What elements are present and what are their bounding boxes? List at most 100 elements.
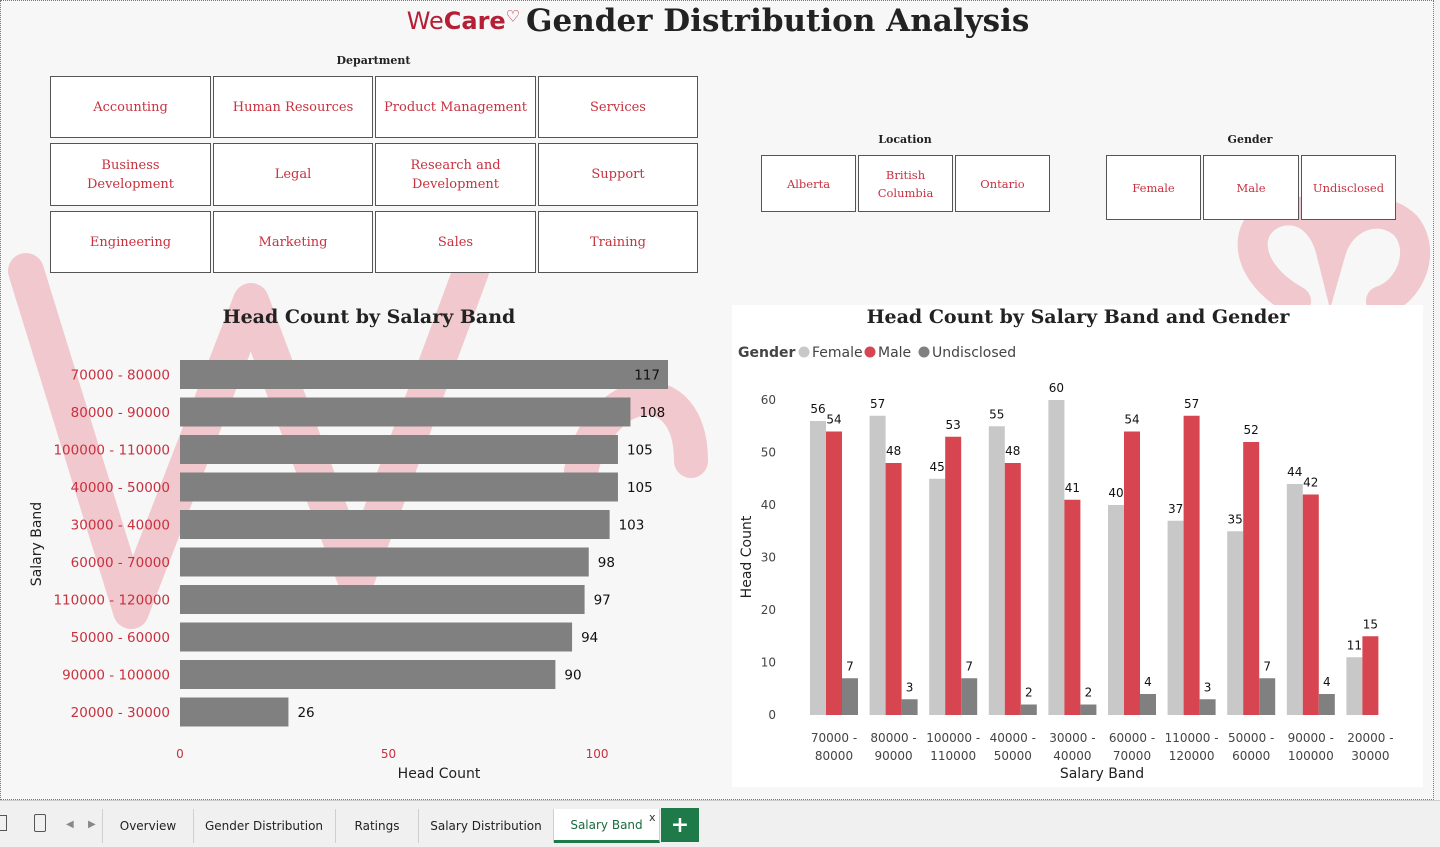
category-label: 30000 - 40000: [71, 518, 170, 534]
x-tick-label: 70000: [1113, 749, 1151, 763]
mobile-layout-icon[interactable]: [34, 814, 46, 832]
bar-male: [1362, 636, 1379, 715]
gender-undisclosed-button[interactable]: Undisclosed: [1301, 155, 1396, 220]
salary-band-bar: [180, 585, 585, 614]
category-label: 80000 - 90000: [71, 405, 170, 421]
x-axis-title: Head Count: [398, 766, 481, 782]
y-tick-label: 40: [761, 498, 776, 512]
x-tick-label: 100: [586, 747, 609, 761]
bar-undisclosed: [1318, 694, 1335, 715]
data-label: 57: [1184, 397, 1199, 411]
salary-band-bar: [180, 547, 589, 577]
sheet-view-icon[interactable]: [0, 815, 7, 831]
add-sheet-button[interactable]: +: [661, 808, 699, 842]
bar-male: [1064, 499, 1081, 715]
data-label: 56: [810, 402, 825, 416]
bar-female: [929, 478, 946, 715]
tab-salary-distribution[interactable]: Salary Distribution: [419, 809, 554, 843]
page-header: WeCare♡ Gender Distribution Analysis: [1, 3, 1433, 39]
tab-overview[interactable]: Overview: [102, 809, 194, 843]
data-label: 117: [634, 368, 660, 384]
page-title: Gender Distribution Analysis: [526, 3, 1030, 39]
gender-male-button[interactable]: Male: [1203, 155, 1299, 220]
x-tick-label: 40000: [1053, 749, 1091, 763]
bar-undisclosed: [1080, 704, 1097, 715]
data-label: 3: [906, 680, 914, 694]
salary-gender-clustered-bar-chart: Gender Female Male Undisclosed 0 10 20 30 40 50 60…: [738, 345, 1394, 782]
data-label: 7: [1263, 659, 1271, 673]
tab-gender-distribution[interactable]: Gender Distribution: [193, 809, 336, 843]
data-label: 90: [564, 668, 581, 684]
x-tick-label: 60000 -: [1109, 731, 1155, 745]
department-services-button[interactable]: Services: [538, 76, 698, 138]
data-label: 98: [598, 555, 615, 571]
department-product-management-button[interactable]: Product Management: [375, 76, 536, 138]
category-label: 20000 - 30000: [71, 705, 170, 721]
tab-scroll-right-icon[interactable]: ▶: [88, 819, 96, 830]
data-label: 55: [989, 407, 1004, 421]
x-tick-label: 50000 -: [1228, 731, 1274, 745]
y-axis-title: Head Count: [739, 515, 755, 598]
department-training-button[interactable]: Training: [538, 211, 698, 273]
data-label: 44: [1287, 465, 1302, 479]
x-tick-label: 120000: [1169, 749, 1215, 763]
data-label: 105: [627, 443, 653, 459]
department-business-development-button[interactable]: Business Development: [50, 143, 211, 206]
department-slicer-title: Department: [336, 54, 411, 67]
salary-band-bar: [180, 360, 668, 389]
legend-title: Gender: [738, 345, 795, 361]
department-sales-button[interactable]: Sales: [375, 211, 536, 273]
category-label: 70000 - 80000: [71, 368, 170, 384]
bar-male: [826, 431, 842, 715]
salary-band-bar: [180, 397, 631, 427]
y-tick-label: 0: [768, 708, 776, 722]
data-label: 4: [1323, 675, 1331, 689]
data-label: 53: [946, 418, 961, 432]
salary-band-bar: [180, 435, 618, 464]
tab-salary-band[interactable]: Salary Band: [554, 809, 660, 843]
location-alberta-button[interactable]: Alberta: [761, 155, 856, 212]
category-label: 40000 - 50000: [71, 480, 170, 496]
data-label: 48: [1005, 444, 1020, 458]
data-label: 11: [1347, 638, 1362, 652]
x-tick-label: 30000: [1351, 749, 1389, 763]
x-tick-label: 70000 -: [811, 731, 857, 745]
tab-scroll-left-icon[interactable]: ◀: [66, 819, 74, 830]
x-tick-label: 0: [176, 747, 184, 761]
x-tick-label: 60000: [1232, 749, 1270, 763]
legend-label: Female: [812, 345, 863, 361]
category-label: 50000 - 60000: [71, 630, 170, 646]
location-ontario-button[interactable]: Ontario: [955, 155, 1050, 212]
bar-undisclosed: [1020, 704, 1037, 715]
report-canvas: WeCare♡ Gender Distribution Analysis Depa…: [0, 0, 1434, 800]
legend-swatch: [918, 346, 930, 358]
department-marketing-button[interactable]: Marketing: [213, 211, 373, 273]
bar-male: [1183, 415, 1200, 715]
bar-female: [869, 415, 886, 715]
bar-female: [988, 426, 1005, 715]
bar-undisclosed: [901, 699, 918, 715]
data-label: 4: [1144, 675, 1152, 689]
location-british-columbia-button[interactable]: British Columbia: [858, 155, 953, 212]
department-support-button[interactable]: Support: [538, 143, 698, 206]
department-accounting-button[interactable]: Accounting: [50, 76, 211, 138]
department-human-resources-button[interactable]: Human Resources: [213, 76, 373, 138]
tab-ratings[interactable]: Ratings: [336, 809, 419, 843]
data-label: 7: [965, 659, 973, 673]
gender-female-button[interactable]: Female: [1106, 155, 1201, 220]
salary-band-bar: [180, 622, 573, 652]
salary-band-bar: [180, 472, 618, 502]
data-label: 15: [1363, 617, 1378, 631]
category-label: 110000 - 120000: [53, 593, 170, 609]
data-label: 48: [886, 444, 901, 458]
bar-male: [1124, 431, 1140, 715]
bar-undisclosed: [1140, 694, 1156, 715]
y-tick-label: 60: [761, 393, 776, 407]
bar-female: [1167, 520, 1184, 715]
salary-band-bar: [180, 510, 610, 539]
data-label: 60: [1049, 381, 1064, 395]
department-legal-button[interactable]: Legal: [213, 143, 373, 206]
department-engineering-button[interactable]: Engineering: [50, 211, 211, 273]
close-tab-icon[interactable]: x: [649, 811, 656, 824]
department-research-and-development-button[interactable]: Research and Development: [375, 143, 536, 206]
